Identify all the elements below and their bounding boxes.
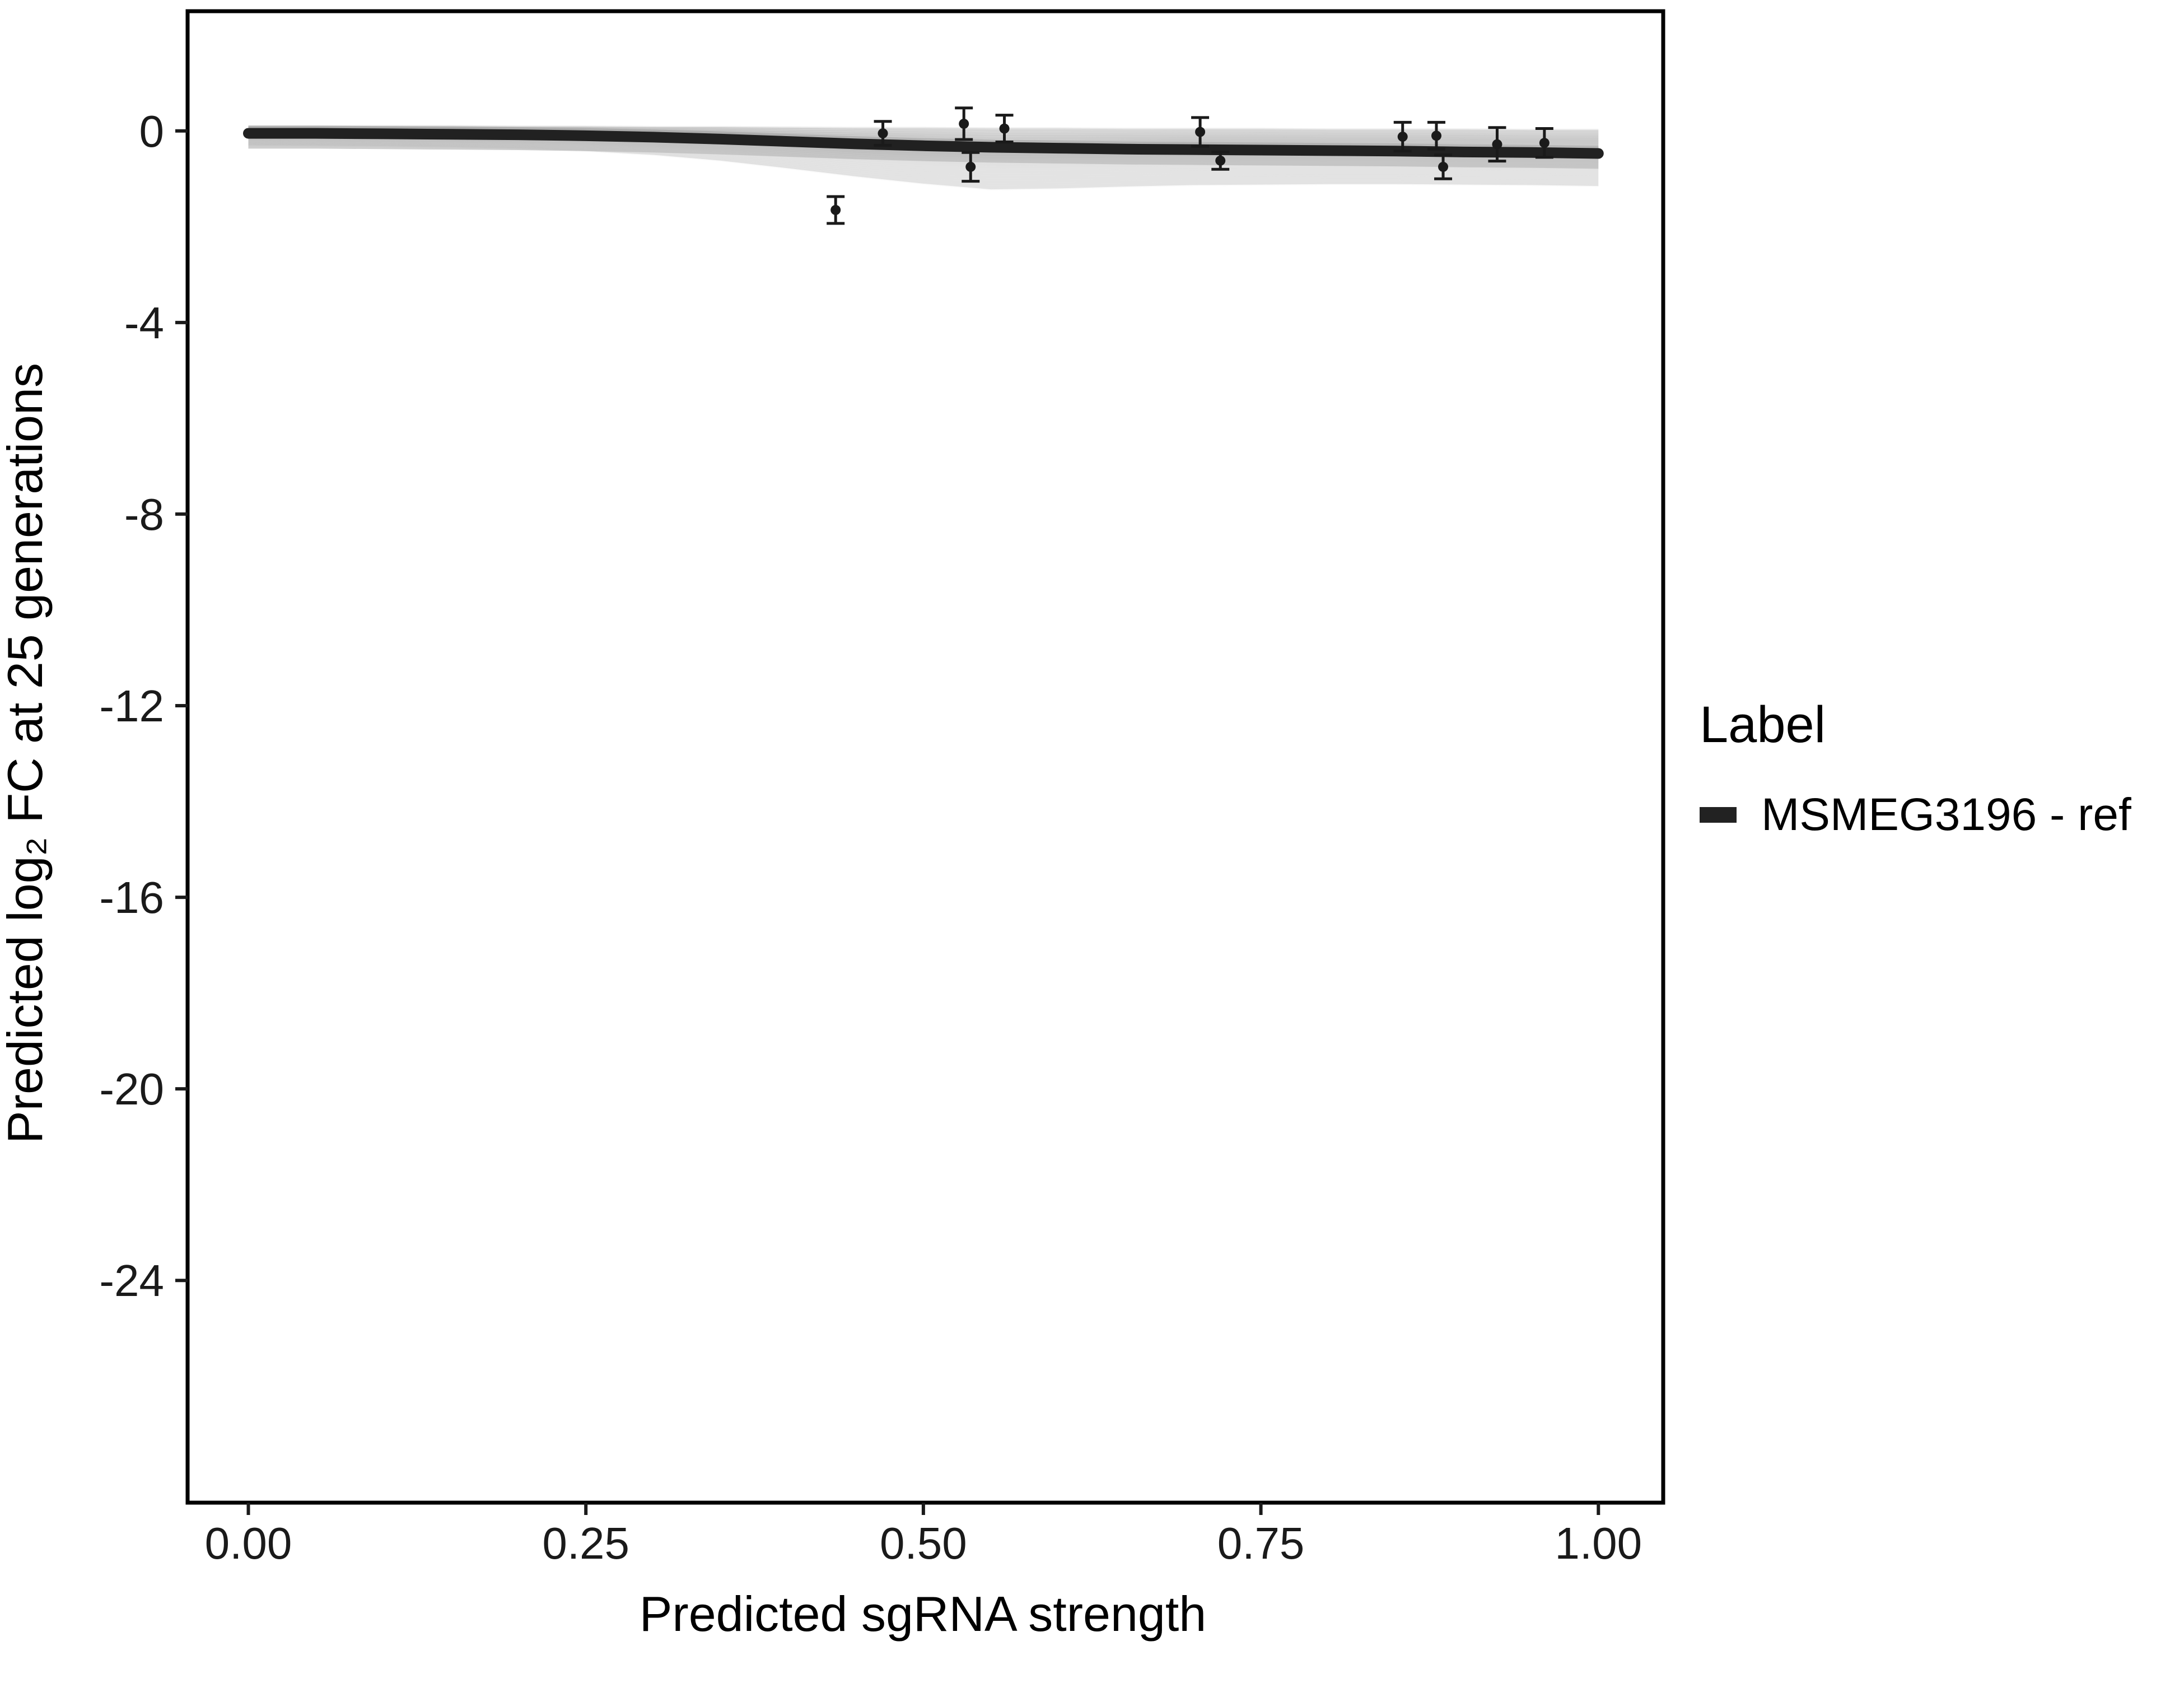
y-tick-label: 0 — [139, 106, 165, 156]
data-point — [1215, 155, 1226, 166]
ensemble-line — [248, 126, 1599, 136]
ensemble-line — [248, 125, 1599, 132]
ensemble-line — [248, 142, 1599, 184]
legend: Label MSMEG3196 - ref — [1700, 699, 2131, 838]
y-tick-label: -16 — [99, 873, 164, 922]
ensemble-line — [248, 127, 1599, 138]
y-tick-label: -12 — [99, 681, 164, 731]
data-point — [965, 161, 976, 172]
panel-border — [185, 9, 1665, 1505]
ensemble-line — [248, 125, 1599, 134]
ensemble-line — [248, 140, 1599, 179]
ensemble-line — [248, 137, 1599, 169]
x-tick-label: 0.75 — [1217, 1518, 1305, 1568]
ensemble-line — [248, 138, 1599, 171]
x-tick-label: 1.00 — [1555, 1518, 1642, 1568]
x-axis-title: Predicted sgRNA strength — [640, 1586, 1207, 1642]
ensemble-line — [248, 144, 1599, 191]
y-tick-label: -4 — [124, 298, 164, 348]
data-point — [1195, 127, 1206, 137]
ensemble-line — [248, 139, 1599, 176]
y-tick-label: -20 — [99, 1064, 164, 1114]
data-point — [1397, 132, 1408, 142]
data-point — [959, 118, 969, 129]
ensemble-line — [248, 142, 1599, 186]
x-tick-label: 0.50 — [880, 1518, 967, 1568]
ensemble-line — [248, 143, 1599, 188]
ensemble-line — [248, 138, 1599, 174]
legend-item: MSMEG3196 - ref — [1700, 792, 2131, 838]
legend-title: Label — [1700, 696, 1826, 753]
ensemble-line — [248, 141, 1599, 181]
x-tick-label: 0.00 — [205, 1518, 292, 1568]
data-point — [878, 128, 888, 139]
data-point — [999, 123, 1010, 134]
y-tick-label: -24 — [99, 1256, 164, 1306]
y-axis-title: Predicted log₂ FC at 25 generations — [0, 363, 53, 1144]
x-tick-label: 0.25 — [542, 1518, 629, 1568]
data-point — [1438, 161, 1449, 172]
plot-area — [242, 106, 1604, 225]
data-point — [830, 204, 841, 215]
data-point — [1539, 138, 1550, 148]
fit-line — [242, 128, 1604, 159]
y-tick-label: -8 — [124, 489, 164, 539]
legend-item-label: MSMEG3196 - ref — [1761, 789, 2131, 840]
legend-swatch — [1700, 807, 1737, 823]
data-point — [1431, 130, 1441, 141]
data-point — [1492, 139, 1502, 150]
